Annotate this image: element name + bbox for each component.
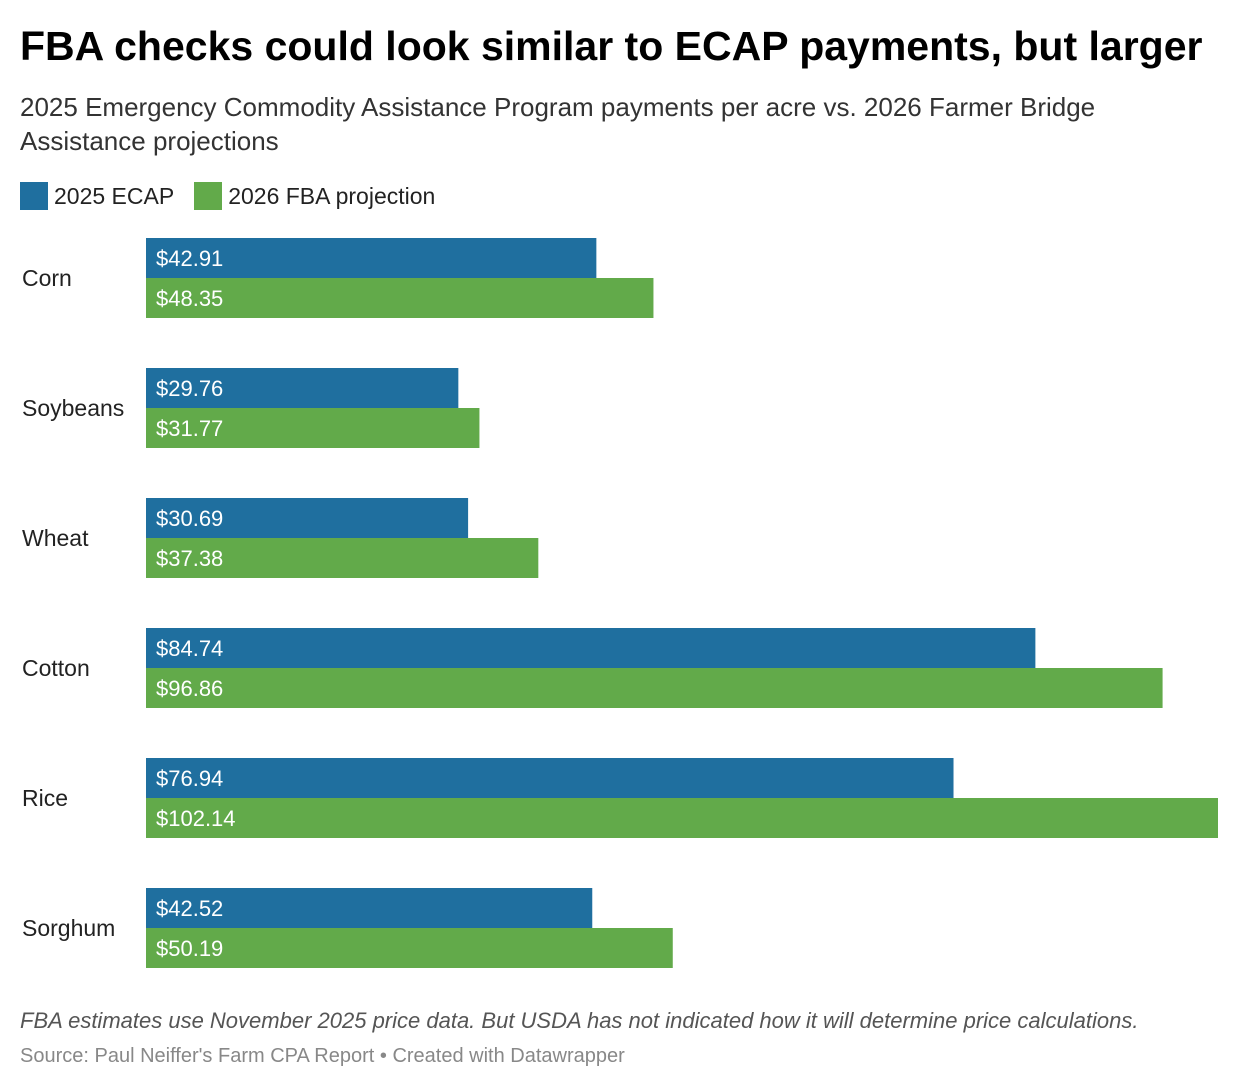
bar-ecap xyxy=(146,368,459,408)
data-label: $31.77 xyxy=(156,416,223,441)
chart-title: FBA checks could look similar to ECAP pa… xyxy=(20,23,1203,69)
legend-swatch-fba xyxy=(194,182,223,210)
bar-ecap xyxy=(146,498,469,538)
category-label: Soybeans xyxy=(22,395,124,421)
data-label: $84.74 xyxy=(156,636,223,661)
bar-fba xyxy=(146,408,480,448)
category-label: Cotton xyxy=(22,655,90,681)
bar-ecap xyxy=(146,238,597,278)
legend-label-ecap: 2025 ECAP xyxy=(54,182,175,209)
bar-fba xyxy=(146,278,654,318)
legend-label-fba: 2026 FBA projection xyxy=(228,182,436,209)
category-label: Sorghum xyxy=(22,915,115,941)
data-label: $42.91 xyxy=(156,246,223,271)
bar-ecap xyxy=(146,758,954,798)
category-label: Wheat xyxy=(22,525,89,551)
bar-fba xyxy=(146,798,1218,838)
category-label: Corn xyxy=(22,265,72,291)
data-label: $96.86 xyxy=(156,676,223,701)
chart-subtitle: 2025 Emergency Commodity Assistance Prog… xyxy=(20,92,1096,156)
data-label: $30.69 xyxy=(156,506,223,531)
bar-ecap xyxy=(146,628,1036,668)
category-label: Rice xyxy=(22,785,68,811)
bar-ecap xyxy=(146,888,593,928)
bar-fba xyxy=(146,928,673,968)
chart-legend: 2025 ECAP 2026 FBA projection xyxy=(20,180,455,212)
chart-note: FBA estimates use November 2025 price da… xyxy=(20,1008,1139,1033)
chart-source: Source: Paul Neiffer's Farm CPA Report •… xyxy=(20,1045,625,1067)
data-label: $48.35 xyxy=(156,286,223,311)
data-label: $102.14 xyxy=(156,806,236,831)
data-label: $42.52 xyxy=(156,896,223,921)
legend-item-fba: 2026 FBA projection xyxy=(194,182,435,210)
bar-chart: Corn $42.91 $48.35 Soybeans $29.76 $31.77 Whea… xyxy=(22,238,1218,968)
data-label: $29.76 xyxy=(156,376,223,401)
legend-swatch-ecap xyxy=(20,182,48,210)
bar-fba xyxy=(146,538,539,578)
data-label: $37.38 xyxy=(156,546,223,571)
legend-item-ecap: 2025 ECAP xyxy=(20,182,174,210)
data-label: $76.94 xyxy=(156,766,223,791)
data-label: $50.19 xyxy=(156,936,223,961)
bar-fba xyxy=(146,668,1163,708)
